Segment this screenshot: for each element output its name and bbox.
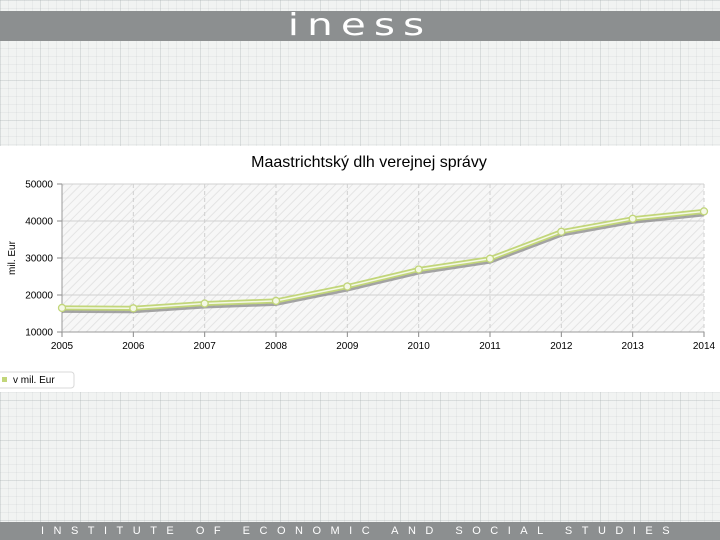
y-axis-label: mil. Eur — [7, 240, 18, 275]
x-tick-label: 2010 — [408, 341, 431, 352]
y-tick-label: 20000 — [25, 291, 53, 302]
y-tick-label: 10000 — [25, 328, 53, 339]
data-point — [57, 303, 67, 313]
footer-bar — [0, 522, 720, 540]
header-bar — [0, 11, 720, 41]
chart-title: Maastrichtský dlh verejnej správy — [251, 154, 487, 171]
data-point — [557, 227, 566, 236]
series-line-highlight — [61, 210, 705, 310]
x-tick-label: 2012 — [550, 341, 573, 352]
x-tick-label: 2008 — [265, 341, 288, 352]
data-point — [628, 214, 637, 223]
legend: v mil. Eur — [0, 371, 75, 389]
data-point — [129, 304, 138, 313]
x-tick-label: 2013 — [622, 341, 645, 352]
footer-tagline: INSTITUTE OF ECONOMIC AND SOCIAL STUDIES — [40, 525, 680, 537]
x-tick-label: 2009 — [336, 341, 359, 352]
data-point — [343, 282, 352, 291]
legend-swatch — [2, 377, 7, 382]
chart-panel: 10000 20000 30000 40000 50000 2005 2006 2007 20… — [0, 146, 720, 392]
y-tick-label: 30000 — [25, 254, 53, 265]
iness-logo: iness — [287, 8, 433, 43]
debt-line-chart: 10000 20000 30000 40000 50000 2005 2006 2007 20… — [0, 154, 716, 389]
series-shadow — [61, 212, 705, 314]
x-tick-label: 2007 — [194, 341, 217, 352]
data-point — [200, 299, 209, 308]
legend-box — [0, 371, 75, 389]
legend-label: v mil. Eur — [13, 375, 55, 386]
y-tick-label: 50000 — [25, 180, 53, 191]
x-tick-label: 2014 — [693, 341, 716, 352]
x-tick-label: 2006 — [122, 341, 145, 352]
x-tick-label: 2011 — [479, 341, 501, 352]
data-point — [271, 296, 281, 306]
y-tick-label: 40000 — [25, 217, 53, 228]
x-tick-label: 2005 — [51, 341, 74, 352]
data-point — [485, 254, 495, 263]
data-point — [699, 207, 709, 216]
data-point — [414, 265, 423, 274]
